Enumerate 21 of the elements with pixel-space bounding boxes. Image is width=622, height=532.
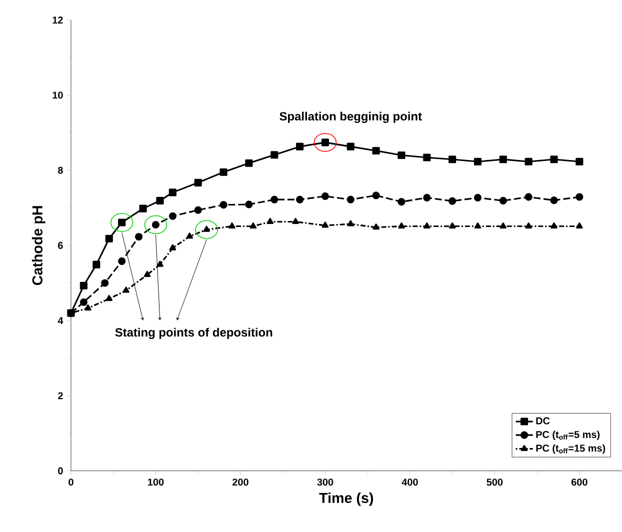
legend-label: PC (t$_{off}$=15 ms) bbox=[536, 444, 606, 454]
y-tick-label: 2 bbox=[58, 392, 63, 400]
y-tick-label: 10 bbox=[52, 92, 63, 99]
x-tick-label: 400 bbox=[402, 478, 418, 486]
annotation: Stating points of deposition bbox=[115, 328, 272, 340]
x-tick-label: 0 bbox=[68, 478, 74, 486]
x-tick-label: 100 bbox=[148, 478, 164, 486]
x-axis-title: Time (s) bbox=[319, 492, 374, 506]
y-tick-label: 4 bbox=[58, 317, 64, 324]
x-tick-label: 600 bbox=[571, 478, 588, 486]
y-tick-label: 6 bbox=[58, 242, 63, 250]
y-tick-label: 0 bbox=[58, 467, 63, 474]
x-tick-label: 500 bbox=[486, 478, 503, 486]
x-tick-label: 200 bbox=[232, 478, 248, 486]
y-axis-title: Cathode pH bbox=[32, 206, 46, 286]
x-tick-label: 300 bbox=[317, 478, 334, 486]
legend-label: DC bbox=[536, 417, 550, 424]
y-tick-label: 8 bbox=[58, 166, 63, 174]
annotation: Spallation begginig point bbox=[280, 112, 422, 124]
legend-label: PC (t$_{off}$=5 ms) bbox=[536, 430, 600, 440]
y-tick-label: 12 bbox=[52, 16, 63, 24]
